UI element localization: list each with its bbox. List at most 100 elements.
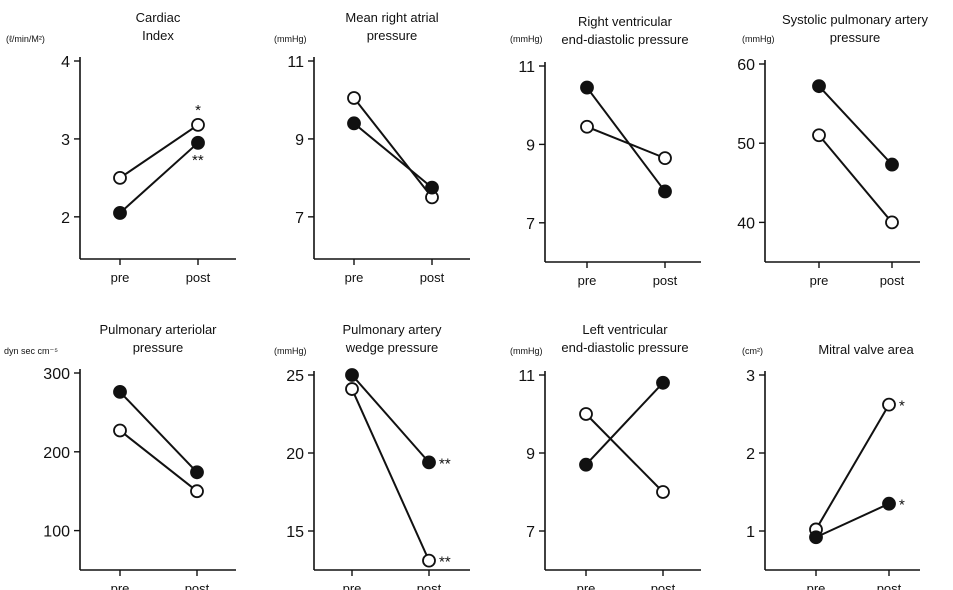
chart-title-line: Pulmonary artery xyxy=(343,322,442,337)
significance-marker: * xyxy=(899,497,905,514)
y-tick-label: 11 xyxy=(287,54,304,71)
y-tick-label: 7 xyxy=(526,524,535,541)
x-tick-label: post xyxy=(417,581,442,590)
x-tick-label: pre xyxy=(345,270,364,285)
series-line-open xyxy=(351,388,430,562)
x-tick-label: pre xyxy=(577,581,596,590)
y-tick-label: 9 xyxy=(295,132,304,149)
y-tick-label: 3 xyxy=(746,368,755,385)
y-tick-label: 100 xyxy=(43,524,70,541)
y-tick-label: 4 xyxy=(61,54,70,71)
panel-8: Mitral valve area (cm²) 1 2 3 pre post * * xyxy=(742,342,920,590)
data-point-filled xyxy=(345,368,359,382)
data-point-open xyxy=(345,382,359,396)
y-tick-label: 25 xyxy=(286,368,304,385)
data-point-open xyxy=(113,170,127,185)
panel-5: Pulmonary arteriolar pressure dyn sec cm⁻⁵… xyxy=(4,322,236,590)
series-line-filled xyxy=(119,142,199,214)
data-point-filled xyxy=(425,180,439,195)
x-tick-label: post xyxy=(186,270,211,285)
x-tick-label: pre xyxy=(343,581,362,590)
series-line-open xyxy=(815,404,890,530)
y-tick-label: 200 xyxy=(43,445,70,462)
unit-label: (mmHg) xyxy=(274,34,307,44)
data-point-filled xyxy=(579,457,593,472)
panel-2: Mean right atrial pressure (mmHg) 7 9 11 pre po… xyxy=(274,10,470,285)
significance-marker: ** xyxy=(439,455,451,472)
data-point-filled xyxy=(809,530,823,545)
data-point-open xyxy=(812,128,826,143)
y-tick-label: 9 xyxy=(526,446,535,463)
data-point-filled xyxy=(885,157,899,172)
series-line-filled xyxy=(585,382,664,466)
data-point-open xyxy=(190,484,204,499)
chart-title-line: end-diastolic pressure xyxy=(561,340,688,355)
series-line-filled xyxy=(818,85,893,166)
panel-4: Systolic pulmonary artery pressure (mmHg) 4… xyxy=(737,12,928,288)
data-point-open xyxy=(656,485,670,499)
y-tick-label: 11 xyxy=(518,368,535,385)
chart-title-line: pressure xyxy=(830,30,881,45)
x-tick-label: pre xyxy=(810,273,829,288)
x-tick-label: post xyxy=(185,581,210,590)
data-point-filled xyxy=(191,135,205,150)
y-tick-label: 1 xyxy=(746,524,755,541)
unit-label: (mmHg) xyxy=(742,34,775,44)
unit-label: dyn sec cm⁻⁵ xyxy=(4,346,58,356)
data-point-open xyxy=(885,215,899,230)
data-point-filled xyxy=(422,455,436,470)
series-line-open xyxy=(818,134,893,224)
chart-title-line: Systolic pulmonary artery xyxy=(782,12,928,27)
data-point-filled xyxy=(113,206,127,220)
data-point-open xyxy=(580,119,594,134)
data-point-open xyxy=(347,91,361,105)
x-tick-label: pre xyxy=(807,581,826,590)
y-tick-label: 300 xyxy=(43,366,70,383)
chart-title-line: pressure xyxy=(133,340,184,355)
y-tick-label: 3 xyxy=(61,132,70,149)
series-line-filled xyxy=(815,502,890,539)
series-line-filled xyxy=(351,374,430,464)
significance-marker: * xyxy=(899,398,905,415)
y-tick-label: 20 xyxy=(286,446,304,463)
chart-title-line: Pulmonary arteriolar xyxy=(99,322,217,337)
unit-label: (cm²) xyxy=(742,346,763,356)
data-point-open xyxy=(113,423,127,438)
data-point-open xyxy=(882,397,896,412)
data-point-filled xyxy=(190,465,204,480)
data-point-filled xyxy=(113,385,127,399)
data-point-filled xyxy=(658,184,672,199)
y-tick-label: 2 xyxy=(61,210,70,227)
series-line-open xyxy=(586,125,666,160)
data-point-filled xyxy=(580,80,594,95)
chart-title-line: Index xyxy=(142,28,174,43)
chart-title-line: pressure xyxy=(367,28,418,43)
series-line-open xyxy=(119,429,198,492)
unit-label: (ℓ/min/M²) xyxy=(6,34,45,44)
data-point-open xyxy=(422,553,436,568)
series-line-filled xyxy=(119,391,198,473)
chart-title-line: Mitral valve area xyxy=(818,342,914,357)
unit-label: (mmHg) xyxy=(274,346,307,356)
panel-3: Right ventricular end-diastolic pressure (… xyxy=(510,14,701,288)
data-point-filled xyxy=(812,79,826,94)
significance-marker: ** xyxy=(439,554,451,571)
y-tick-label: 7 xyxy=(526,216,535,233)
chart-title-line: Mean right atrial xyxy=(345,10,438,25)
x-tick-label: post xyxy=(653,273,678,288)
x-tick-label: pre xyxy=(111,270,130,285)
series-line-open xyxy=(119,124,199,179)
data-point-filled xyxy=(347,116,361,131)
panel-6: Pulmonary artery wedge pressure (mmHg) 15 20… xyxy=(274,322,470,590)
panel-7: Left ventricular end-diastolic pressure (m… xyxy=(510,322,701,590)
significance-marker: * xyxy=(195,102,201,119)
chart-title-line: Cardiac xyxy=(136,10,181,25)
unit-label: (mmHg) xyxy=(510,34,543,44)
x-tick-label: post xyxy=(877,581,902,590)
data-point-filled xyxy=(882,496,896,511)
chart-title-line: Left ventricular xyxy=(582,322,668,337)
unit-label: (mmHg) xyxy=(510,346,543,356)
series-line-filled xyxy=(353,122,433,189)
